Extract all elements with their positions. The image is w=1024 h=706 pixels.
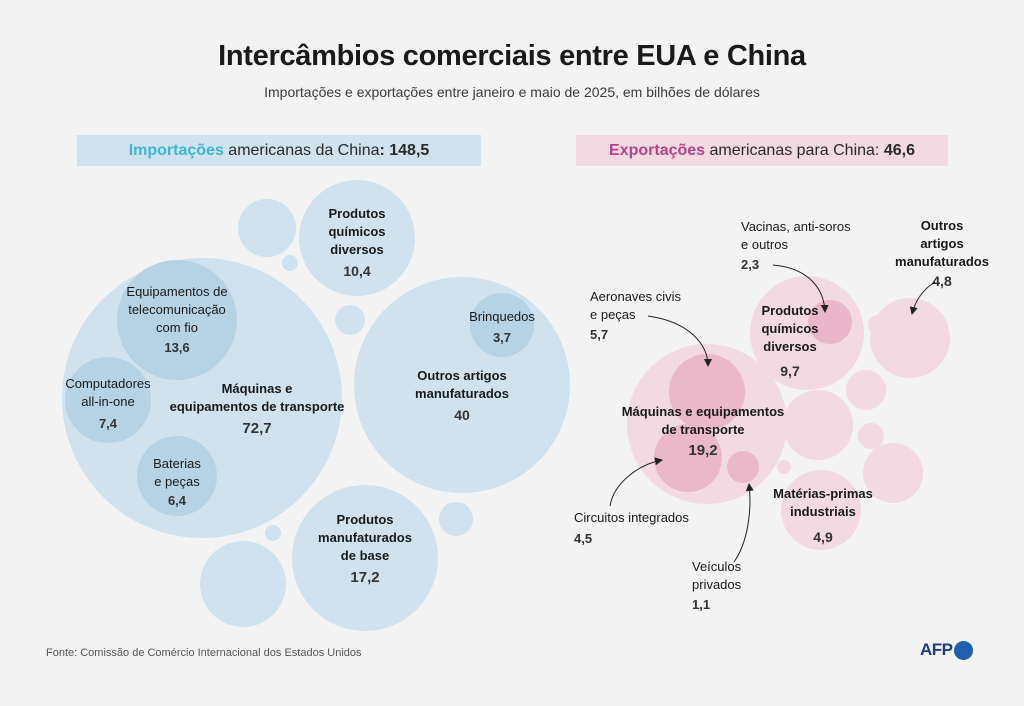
chart-title: Intercâmbios comerciais entre EUA e Chin…: [218, 40, 806, 72]
arrow-circuitos: [609, 457, 663, 507]
bubble-aeronaves-exportacoes: [669, 354, 745, 430]
bubble-telecom-importacoes: [117, 260, 237, 380]
value-materias-primas-exportacoes: 4,9: [813, 529, 833, 545]
filler-bubble: [265, 525, 281, 541]
label-outros-artigos-importacoes: Outros artigos manufaturados: [415, 368, 509, 401]
filler-bubble: [777, 460, 791, 474]
value-brinquedos-importacoes: 3,7: [493, 330, 511, 345]
filler-bubble: [870, 298, 950, 378]
imports-header-highlight: Importações: [128, 142, 224, 159]
filler-bubble: [282, 255, 298, 271]
value-computadores-importacoes: 7,4: [99, 416, 118, 431]
label-veiculos-exportacoes: Veículos privados: [692, 559, 742, 592]
label-materias-primas-exportacoes: Matérias-primas industriais: [773, 486, 873, 519]
bubble-brinquedos-importacoes: [470, 293, 534, 357]
filler-bubble: [335, 305, 365, 335]
value-outros-artigos-importacoes: 40: [454, 407, 470, 423]
filler-bubble: [238, 199, 296, 257]
exports-header-highlight: Exportações: [609, 142, 706, 159]
source-note: Fonte: Comissão de Comércio Internaciona…: [46, 647, 362, 659]
arrow-outros-artigos: [909, 281, 936, 315]
value-telecom-importacoes: 13,6: [164, 340, 189, 355]
arrow-vacinas: [772, 264, 829, 313]
value-circuitos-exportacoes: 4,5: [574, 531, 592, 546]
value-quimicos-importacoes: 10,4: [343, 263, 370, 279]
bubble-outros-artigos-importacoes: [354, 277, 570, 493]
label-quimicos-importacoes: Produtos químicos diversos: [328, 206, 385, 257]
value-maquinas-importacoes: 72,7: [242, 420, 271, 437]
label-telecom-importacoes: Equipamentos de telecomunicação com fio: [126, 284, 227, 335]
value-baterias-importacoes: 6,4: [168, 493, 187, 508]
label-quimicos-exportacoes: Produtos químicos diversos: [761, 303, 818, 354]
label-maquinas-importacoes: Máquinas e equipamentos de transporte: [170, 381, 345, 414]
exports-header-total: 46,6: [883, 142, 915, 159]
label-outros-artigos-exportacoes: Outros artigos manufaturados: [895, 218, 989, 269]
label-aeronaves-exportacoes: Aeronaves civis e peças: [590, 289, 682, 322]
afp-logo-text: AFP: [920, 640, 953, 659]
value-aeronaves-exportacoes: 5,7: [590, 327, 608, 342]
filler-bubble: [439, 502, 473, 536]
value-quimicos-exportacoes: 9,7: [780, 363, 800, 379]
value-vacinas-exportacoes: 2,3: [741, 257, 759, 272]
value-maquinas-exportacoes: 19,2: [688, 442, 717, 459]
label-baterias-importacoes: Baterias e peças: [153, 456, 201, 489]
bubble-baterias-importacoes: [137, 436, 217, 516]
arrow-veiculos: [733, 483, 754, 563]
bubble-quimicos-importacoes: [299, 180, 415, 296]
label-manufaturados-base-importacoes: Produtos manufaturados de base: [318, 512, 412, 563]
filler-bubble: [858, 423, 884, 449]
bubble-veiculos-exportacoes: [727, 451, 759, 483]
filler-bubble: [846, 370, 886, 410]
chart-subtitle: Importações e exportações entre janeiro …: [264, 84, 760, 100]
label-brinquedos-importacoes: Brinquedos: [469, 309, 535, 324]
arrow-aeronaves: [647, 315, 712, 367]
value-manufaturados-base-importacoes: 17,2: [350, 569, 379, 586]
imports-header-total: : 148,5: [379, 142, 430, 159]
imports-header: Importações americanas da China: 148,5: [77, 135, 481, 166]
bubble-manufaturados-base-importacoes: [292, 485, 438, 631]
bubble-computadores-importacoes: [65, 357, 151, 443]
label-maquinas-exportacoes: Máquinas e equipamentos de transporte: [622, 404, 785, 437]
afp-logo: AFP: [920, 639, 973, 661]
label-circuitos-exportacoes: Circuitos integrados: [574, 510, 689, 525]
afp-logo-dot: [953, 640, 973, 660]
value-veiculos-exportacoes: 1,1: [692, 597, 710, 612]
imports-header-text: americanas da China: [223, 142, 380, 159]
filler-bubble: [783, 390, 853, 460]
filler-bubble: [863, 443, 923, 503]
exports-header-text: americanas para China:: [705, 142, 884, 159]
label-computadores-importacoes: Computadores all-in-one: [65, 376, 151, 409]
exports-header: Exportações americanas para China: 46,6: [576, 135, 948, 166]
bubble-materias-primas-exportacoes: [781, 470, 861, 550]
filler-bubble: [200, 541, 286, 627]
bubble-circuitos-exportacoes: [654, 424, 722, 492]
bubble-vacinas-exportacoes: [808, 300, 852, 344]
value-outros-artigos-exportacoes: 4,8: [932, 273, 952, 289]
label-vacinas-exportacoes: Vacinas, anti-soros e outros: [741, 219, 851, 252]
